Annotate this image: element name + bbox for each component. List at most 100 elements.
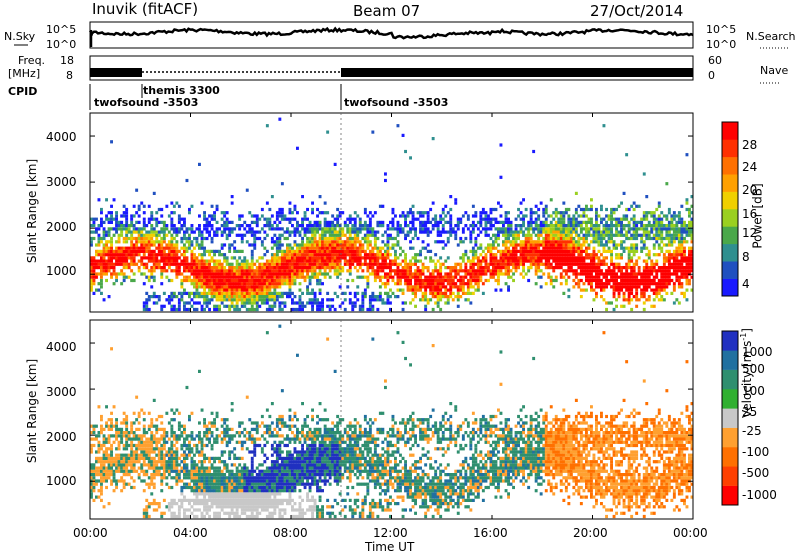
power-cell bbox=[449, 288, 453, 292]
velocity-cell bbox=[107, 453, 111, 457]
power-cell bbox=[650, 262, 654, 266]
power-cell bbox=[265, 275, 269, 279]
power-cell bbox=[278, 285, 282, 289]
power-cell bbox=[607, 249, 611, 253]
power-cell bbox=[572, 262, 576, 266]
power-cell bbox=[155, 217, 159, 221]
power-cell bbox=[389, 262, 392, 266]
power-cell bbox=[190, 253, 194, 257]
power-cell bbox=[514, 224, 518, 228]
velocity-cell bbox=[112, 460, 116, 464]
power-cell bbox=[255, 214, 259, 218]
power-cell bbox=[507, 288, 510, 292]
power-cell bbox=[170, 307, 174, 312]
velocity-cell bbox=[140, 469, 144, 473]
power-cell bbox=[140, 246, 144, 250]
power-cell bbox=[351, 249, 355, 253]
power-cell bbox=[652, 246, 656, 250]
power-cell bbox=[507, 220, 510, 224]
power-cell bbox=[642, 233, 646, 237]
power-cell bbox=[323, 262, 327, 266]
power-cell bbox=[577, 236, 581, 241]
power-cell bbox=[152, 253, 156, 257]
power-cell bbox=[343, 256, 347, 260]
power-cell bbox=[200, 282, 204, 286]
velocity-cell bbox=[92, 482, 96, 486]
power-cell bbox=[411, 262, 415, 266]
power-cell bbox=[484, 227, 488, 231]
power-cell bbox=[268, 285, 272, 289]
power-cell bbox=[595, 262, 598, 266]
power-cell bbox=[650, 214, 654, 218]
power-cell bbox=[441, 211, 445, 215]
power-cell bbox=[188, 291, 191, 295]
power-cell bbox=[185, 259, 189, 263]
power-cell bbox=[230, 275, 234, 279]
velocity-cell bbox=[120, 466, 124, 470]
power-cell bbox=[306, 272, 309, 276]
power-cell bbox=[185, 236, 189, 241]
velocity-cell bbox=[107, 463, 111, 467]
power-cell bbox=[293, 259, 297, 263]
power-cell bbox=[147, 240, 151, 244]
power-cell bbox=[441, 240, 445, 244]
power-cell bbox=[371, 291, 375, 295]
power-cell bbox=[348, 253, 352, 257]
power-cell bbox=[595, 220, 598, 224]
power-cell bbox=[230, 272, 234, 276]
power-cell bbox=[507, 236, 510, 241]
power-cell bbox=[386, 256, 390, 260]
power-cell bbox=[275, 266, 279, 270]
power-cell bbox=[150, 259, 154, 263]
velocity-cell bbox=[97, 450, 101, 454]
power-cell bbox=[220, 246, 224, 250]
power-cell bbox=[424, 224, 428, 228]
power-cell bbox=[180, 236, 184, 241]
velocity-cell bbox=[130, 443, 134, 448]
power-cell bbox=[650, 230, 654, 234]
velocity-cell bbox=[115, 447, 118, 451]
power-cell bbox=[620, 282, 623, 286]
power-cell bbox=[434, 291, 438, 295]
power-cell bbox=[569, 227, 573, 231]
power-cell bbox=[547, 253, 551, 257]
power-cell bbox=[627, 256, 631, 260]
power-cell bbox=[112, 262, 116, 266]
power-cell bbox=[265, 249, 269, 253]
power-cell bbox=[677, 246, 681, 250]
power-cell bbox=[316, 282, 319, 286]
power-cell bbox=[298, 269, 302, 273]
power-cell bbox=[396, 288, 400, 292]
power-cell bbox=[419, 214, 422, 218]
power-cell bbox=[162, 262, 166, 266]
power-cell bbox=[175, 269, 179, 273]
power-cell bbox=[198, 295, 201, 299]
power-cell bbox=[142, 204, 146, 208]
power-cell bbox=[680, 217, 684, 221]
velocity-cell bbox=[147, 411, 151, 415]
power-cell bbox=[625, 269, 629, 273]
power-cell bbox=[275, 262, 279, 266]
power-cell bbox=[311, 233, 314, 237]
power-cell bbox=[107, 230, 111, 234]
power-cell bbox=[640, 278, 644, 283]
power-cell bbox=[100, 282, 103, 286]
power-cell bbox=[301, 256, 304, 260]
power-cell bbox=[275, 282, 279, 286]
power-cell bbox=[172, 249, 176, 253]
power-cell bbox=[627, 259, 631, 263]
power-cell bbox=[368, 211, 372, 215]
power-cell bbox=[346, 278, 350, 283]
power-cell bbox=[567, 243, 571, 247]
power-cell bbox=[677, 278, 681, 283]
power-cell bbox=[396, 269, 400, 273]
power-cell bbox=[97, 233, 101, 237]
power-cell bbox=[122, 253, 126, 257]
power-cell bbox=[685, 207, 689, 212]
power-cell bbox=[484, 217, 488, 221]
power-cell bbox=[567, 224, 571, 228]
power-cell bbox=[464, 269, 468, 273]
power-cell bbox=[579, 227, 583, 231]
power-cell bbox=[529, 236, 533, 241]
